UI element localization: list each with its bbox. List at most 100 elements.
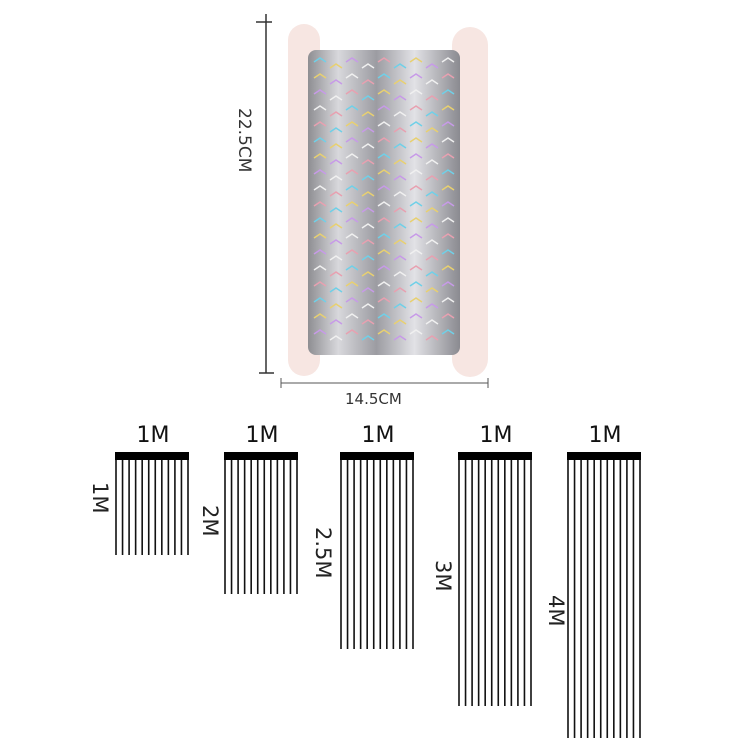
chevron-mark (409, 89, 423, 95)
chevron-mark (329, 127, 343, 133)
chevron-mark (361, 335, 375, 341)
chevron-mark (361, 303, 375, 309)
chevron-mark (377, 313, 391, 319)
chevron-mark (345, 185, 359, 191)
chevron-mark (361, 271, 375, 277)
chevron-mark (345, 201, 359, 207)
chevron-mark (441, 281, 455, 287)
chevron-mark (377, 233, 391, 239)
fringe-width-label: 1M (245, 423, 279, 448)
chevron-mark (409, 329, 423, 335)
chevron-mark (345, 153, 359, 159)
fringe-width-label: 1M (588, 423, 622, 448)
chevron-mark (345, 169, 359, 175)
chevron-mark (393, 79, 407, 85)
height-label: 22.5CM (234, 108, 254, 173)
chevron-mark (409, 281, 423, 287)
chevron-mark (377, 217, 391, 223)
chevron-mark (425, 95, 439, 101)
chevron-mark (409, 297, 423, 303)
chevron-mark (409, 201, 423, 207)
chevron-mark (425, 303, 439, 309)
product-photo (288, 24, 488, 377)
chevron-mark (377, 121, 391, 127)
chevron-mark (425, 239, 439, 245)
chevron-mark (313, 281, 327, 287)
chevron-mark (409, 137, 423, 143)
chevron-mark (393, 127, 407, 133)
chevron-mark (345, 233, 359, 239)
chevron-mark (329, 319, 343, 325)
chevron-mark (313, 153, 327, 159)
chevron-mark (377, 265, 391, 271)
chevron-mark (345, 249, 359, 255)
fringe-header-bar (567, 452, 641, 460)
chevron-mark (377, 105, 391, 111)
chevron-mark (441, 169, 455, 175)
chevron-mark (409, 153, 423, 159)
fringe-width-label: 1M (479, 423, 513, 448)
chevron-mark (313, 89, 327, 95)
chevron-mark (425, 143, 439, 149)
chevron-mark (441, 105, 455, 111)
chevron-mark (441, 329, 455, 335)
chevron-mark (361, 255, 375, 261)
chevron-mark (313, 169, 327, 175)
chevron-mark (377, 57, 391, 63)
chevron-mark (441, 313, 455, 319)
chevron-mark (329, 303, 343, 309)
chevron-mark (409, 265, 423, 271)
chevron-mark (393, 207, 407, 213)
chevron-mark (409, 121, 423, 127)
chevron-mark (313, 265, 327, 271)
chevron-mark (441, 89, 455, 95)
chevron-mark (329, 111, 343, 117)
chevron-mark (425, 79, 439, 85)
chevron-mark (329, 239, 343, 245)
chevron-mark (313, 137, 327, 143)
chevron-mark (329, 255, 343, 261)
chevron-mark (361, 143, 375, 149)
fringe-diagram-2 (224, 452, 298, 594)
fringe-diagram-3 (340, 452, 414, 649)
chevron-mark (345, 105, 359, 111)
chevron-mark (425, 159, 439, 165)
chevron-mark (313, 329, 327, 335)
chevron-mark (313, 249, 327, 255)
chevron-mark (409, 73, 423, 79)
chevron-mark (425, 287, 439, 293)
chevron-mark (393, 111, 407, 117)
chevron-mark (313, 201, 327, 207)
chevron-mark (345, 313, 359, 319)
chevron-mark (361, 79, 375, 85)
fringe-header-bar (115, 452, 189, 460)
chevron-mark (441, 233, 455, 239)
chevron-mark (361, 63, 375, 69)
chevron-mark (361, 159, 375, 165)
chevron-mark (377, 297, 391, 303)
chevron-mark (313, 233, 327, 239)
chevron-mark (329, 287, 343, 293)
chevron-mark (425, 255, 439, 261)
chevron-mark (313, 73, 327, 79)
chevron-mark (409, 249, 423, 255)
fringe-length-label: 1M (88, 482, 112, 514)
chevron-mark (345, 281, 359, 287)
chevron-mark (377, 137, 391, 143)
chevron-mark (425, 111, 439, 117)
chevron-mark (377, 185, 391, 191)
chevron-mark (329, 63, 343, 69)
chevron-mark (393, 255, 407, 261)
chevron-mark (409, 313, 423, 319)
chevron-mark (441, 185, 455, 191)
chevron-mark (361, 95, 375, 101)
fringe-diagram-1 (115, 452, 189, 555)
chevron-mark (377, 249, 391, 255)
chevron-mark (425, 319, 439, 325)
card-strip-right (452, 27, 488, 377)
chevron-mark (441, 265, 455, 271)
chevron-mark (441, 153, 455, 159)
fringe-length-label: 3M (431, 560, 455, 592)
chevron-mark (425, 223, 439, 229)
